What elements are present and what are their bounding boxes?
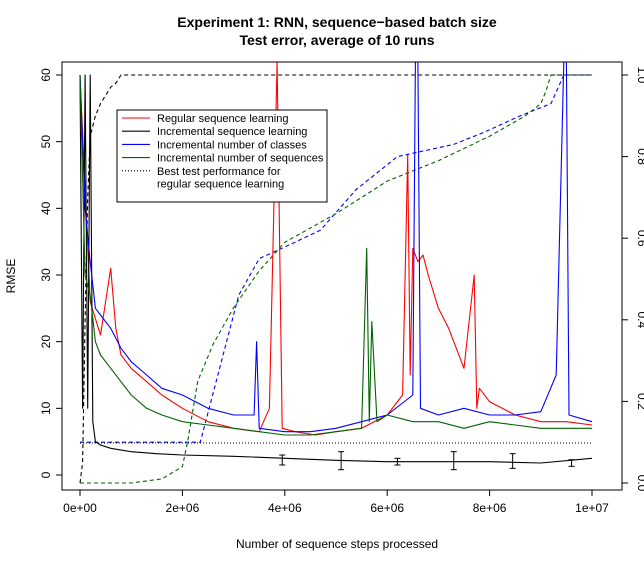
series-line-incremental-number-of-sequences xyxy=(79,74,592,436)
legend-label: Best test performance for xyxy=(157,166,281,178)
y-tick-label-right: 1.0 xyxy=(635,67,644,84)
series-layer xyxy=(79,62,593,484)
y-axis-right: 0.0 0.2 0.4 0.6 0.8 1.0 xyxy=(621,67,644,492)
legend-label: Incremental sequence learning xyxy=(157,126,307,138)
legend-label-line2: regular sequence learning xyxy=(157,178,284,190)
y-axis-label: RMSE xyxy=(4,259,18,294)
y-tick-label-left: 20 xyxy=(39,335,53,349)
series-line-incremental-number-of-classes xyxy=(79,62,593,433)
y-tick-label-left: 40 xyxy=(39,201,53,215)
error-bar-5 xyxy=(568,459,575,467)
x-tick-label: 0e+00 xyxy=(63,501,97,515)
y-tick-label-right: 0.4 xyxy=(635,311,644,328)
chart-title: Experiment 1: RNN, sequence−based batch … xyxy=(177,14,497,30)
series-line-incremental-sequence-learning xyxy=(79,74,593,464)
legend-label: Regular sequence learning xyxy=(157,113,288,125)
error-bar-2 xyxy=(394,457,401,466)
y-tick-label-left: 50 xyxy=(39,135,53,149)
x-tick-label: 4e+06 xyxy=(268,501,302,515)
error-bar-3 xyxy=(450,451,457,471)
y-tick-label-right: 0.8 xyxy=(635,148,644,165)
legend-entry-incremental-sequence-learning: Incremental sequence learning xyxy=(122,126,307,138)
legend-entry-regular-sequence-learning: Regular sequence learning xyxy=(122,113,288,125)
y-tick-label-right: 0.2 xyxy=(635,393,644,410)
legend-entry-incremental-number-of-classes: Incremental number of classes xyxy=(122,139,307,151)
y-axis-left: 0 10 20 30 40 50 60 xyxy=(39,68,63,478)
y-tick-label-left: 0 xyxy=(39,471,53,478)
x-axis: 0e+00 2e+06 4e+06 6e+06 8e+06 1e+07 xyxy=(63,489,609,515)
error-bars xyxy=(279,451,575,471)
legend-entry-incremental-number-of-sequences: Incremental number of sequences xyxy=(122,153,324,165)
x-tick-label: 1e+07 xyxy=(575,501,609,515)
series-line-incremental-number-of-classes-fraction xyxy=(80,74,592,443)
x-axis-label: Number of sequence steps processed xyxy=(236,537,438,551)
y-tick-label-left: 60 xyxy=(39,68,53,82)
error-bar-0 xyxy=(279,454,286,466)
y-tick-label-left: 10 xyxy=(39,401,53,415)
y-tick-label-left: 30 xyxy=(39,268,53,282)
y-tick-label-right: 0.6 xyxy=(635,230,644,247)
legend-label: Incremental number of sequences xyxy=(157,153,324,165)
series-line-incremental-number-of-sequences-fraction xyxy=(80,74,592,484)
error-bar-1 xyxy=(338,451,345,471)
legend-label: Incremental number of classes xyxy=(157,139,307,151)
x-tick-label: 6e+06 xyxy=(370,501,404,515)
x-tick-label: 8e+06 xyxy=(473,501,507,515)
series-line-incremental-sequence-learning-fraction xyxy=(79,74,592,484)
chart-subtitle: Test error, average of 10 runs xyxy=(239,32,434,48)
y-tick-label-right: 0.0 xyxy=(635,475,644,492)
x-tick-label: 2e+06 xyxy=(166,501,200,515)
legend-box xyxy=(116,109,328,203)
error-bar-4 xyxy=(509,453,516,469)
